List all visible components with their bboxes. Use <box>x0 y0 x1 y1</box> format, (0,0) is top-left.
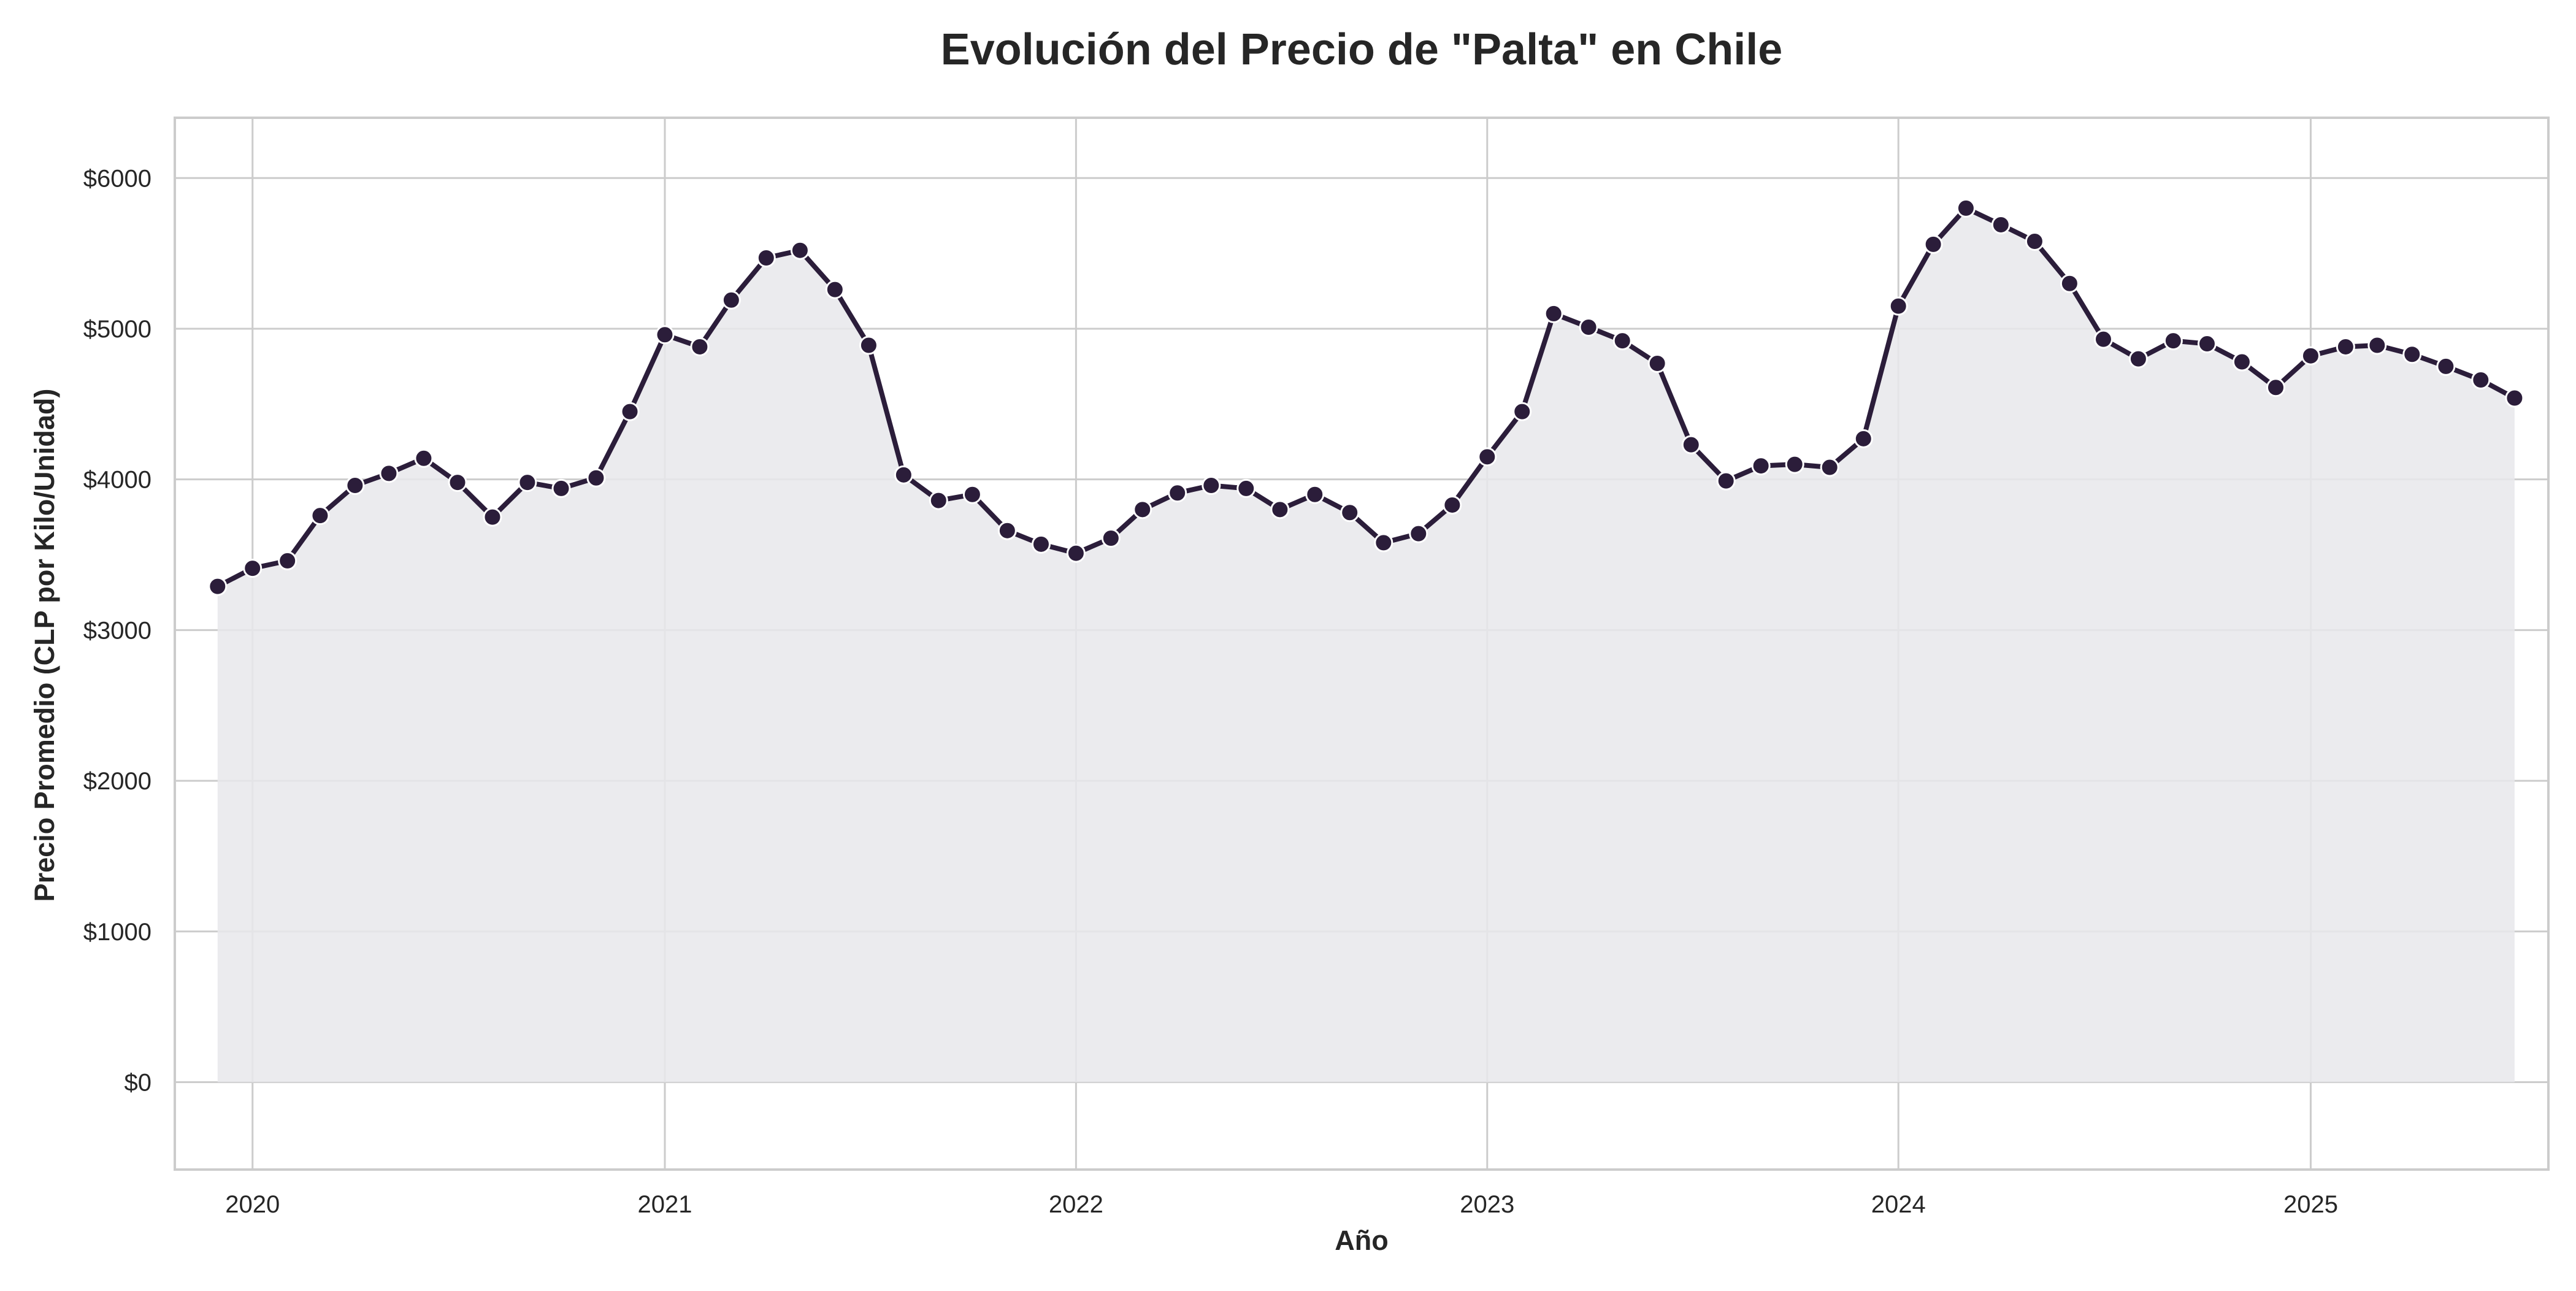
data-point <box>690 337 710 356</box>
x-tick-label: 2022 <box>1049 1191 1103 1218</box>
data-point <box>2163 331 2183 351</box>
data-point <box>1031 534 1051 554</box>
y-tick-label: $3000 <box>83 617 151 644</box>
y-tick-label: $6000 <box>83 165 151 192</box>
data-point <box>448 473 467 492</box>
data-point <box>1853 429 1873 448</box>
data-point <box>756 248 776 268</box>
y-tick-label: $5000 <box>83 316 151 343</box>
data-point <box>1270 500 1290 519</box>
plot-border <box>174 117 2550 1171</box>
data-point <box>1133 500 1152 519</box>
data-point <box>1478 447 1497 467</box>
data-point <box>278 551 297 570</box>
data-point <box>2367 335 2387 355</box>
y-tick-label: $2000 <box>83 768 151 795</box>
data-point <box>721 290 741 310</box>
data-point <box>414 448 434 468</box>
data-point <box>2301 346 2320 366</box>
y-tick-label: $4000 <box>83 467 151 494</box>
data-point <box>1820 458 1839 477</box>
data-point <box>1785 454 1804 474</box>
data-point <box>997 521 1017 540</box>
y-axis-label: Precio Promedio (CLP por Kilo/Unidad) <box>29 389 60 902</box>
data-point <box>2232 352 2252 372</box>
data-point <box>1888 296 1908 316</box>
data-point <box>859 335 878 355</box>
data-point <box>243 559 263 578</box>
data-point <box>1443 495 1462 515</box>
data-point <box>1991 215 2011 234</box>
x-tick-label: 2025 <box>2283 1191 2338 1218</box>
chart-title: Evolución del Precio de "Palta" en Chile <box>941 25 1783 74</box>
series-layer <box>208 198 2524 1082</box>
data-point <box>1751 456 1771 476</box>
data-point <box>208 577 228 596</box>
data-point <box>620 402 640 421</box>
x-tick-labels: 2020 2021 2022 2023 2024 2025 <box>225 1191 2338 1218</box>
x-tick-label: 2021 <box>637 1191 692 1218</box>
data-point <box>655 325 675 345</box>
y-tick-label: $1000 <box>83 919 151 946</box>
data-point <box>2471 370 2491 390</box>
data-point <box>483 507 502 527</box>
data-point <box>1101 529 1121 548</box>
area-fill <box>217 208 2515 1082</box>
data-point <box>1409 524 1428 543</box>
data-point <box>2025 231 2044 251</box>
x-tick-label: 2023 <box>1460 1191 1514 1218</box>
data-point <box>1716 471 1736 491</box>
data-point <box>2402 345 2422 364</box>
data-point <box>1202 476 1221 496</box>
data-point <box>1956 198 1976 218</box>
data-point <box>2336 337 2355 356</box>
data-point <box>551 478 571 498</box>
data-point <box>2128 349 2148 369</box>
x-tick-label: 2024 <box>1871 1191 1926 1218</box>
x-axis-label: Año <box>1335 1225 1388 1256</box>
x-tick-label: 2020 <box>225 1191 280 1218</box>
data-point <box>790 240 810 260</box>
data-point <box>1305 485 1325 504</box>
data-point <box>929 491 948 510</box>
data-point <box>2436 356 2456 376</box>
data-point <box>1374 533 1393 553</box>
data-point <box>379 464 399 483</box>
y-tick-labels: $0 $1000 $2000 $3000 $4000 $5000 $6000 <box>83 165 151 1096</box>
data-point <box>1512 402 1532 421</box>
data-point <box>1579 318 1598 337</box>
data-point <box>1168 483 1187 503</box>
data-point <box>2060 274 2079 293</box>
data-point <box>825 280 845 299</box>
data-point <box>310 506 330 526</box>
data-point <box>2093 329 2113 349</box>
data-point <box>345 476 365 496</box>
data-point <box>2266 378 2286 397</box>
data-point <box>2505 388 2524 408</box>
data-point <box>518 473 537 492</box>
data-point <box>1681 435 1701 454</box>
data-point <box>1923 234 1943 254</box>
data-point <box>1066 543 1086 563</box>
data-point <box>586 468 606 488</box>
data-point <box>2197 334 2217 354</box>
data-point <box>894 465 913 485</box>
y-tick-label: $0 <box>125 1069 152 1096</box>
data-point <box>1340 503 1360 523</box>
data-point <box>1612 331 1632 351</box>
data-point <box>962 485 982 504</box>
data-point <box>1544 304 1563 323</box>
data-point <box>1236 478 1256 498</box>
data-point <box>1647 353 1667 373</box>
